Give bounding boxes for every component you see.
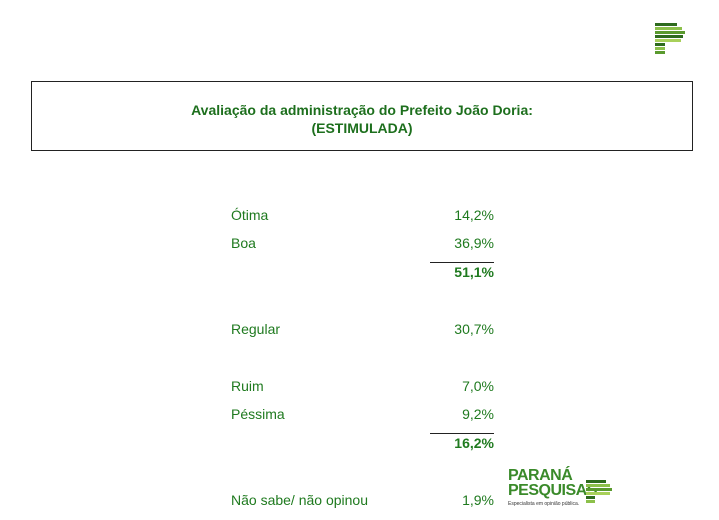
row-label: Ruim [231,378,264,394]
brand-logo: PARANÁ PESQUISAS Especialista em opinião… [508,468,618,518]
subtotal-row: 51,1% [231,264,494,282]
row-value: 30,7% [454,321,494,337]
row-value: 1,9% [462,492,494,508]
row-label: Péssima [231,406,285,422]
logo-bars-icon [586,480,612,504]
title-line-2: (ESTIMULADA) [311,120,413,136]
table-row: Boa 36,9% [231,235,494,253]
brand-tagline: Especialista em opinião pública. [508,501,580,507]
table-row: Não sabe/ não opinou 1,9% [231,492,494,510]
row-value: 36,9% [454,235,494,251]
row-value: 51,1% [454,264,494,280]
row-label: Regular [231,321,281,337]
table-row: Ruim 7,0% [231,378,494,396]
divider [430,262,494,263]
title-box: Avaliação da administração do Prefeito J… [31,81,693,151]
row-label: Ótima [231,207,269,223]
table-row: Ótima 14,2% [231,207,494,225]
row-value: 14,2% [454,207,494,223]
title-line-1: Avaliação da administração do Prefeito J… [191,102,533,118]
row-label: Boa [231,235,256,251]
row-label: Não sabe/ não opinou [231,492,368,508]
subtotal-row: 16,2% [231,435,494,453]
row-value: 9,2% [462,406,494,422]
row-value: 7,0% [462,378,494,394]
table-row: Regular 30,7% [231,321,494,339]
table-row: Péssima 9,2% [231,406,494,424]
logo-top-icon [655,23,685,55]
brand-line-2: PESQUISAS [508,482,597,499]
brand-line-1: PARANÁ [508,467,573,484]
row-value: 16,2% [454,435,494,451]
divider [430,433,494,434]
